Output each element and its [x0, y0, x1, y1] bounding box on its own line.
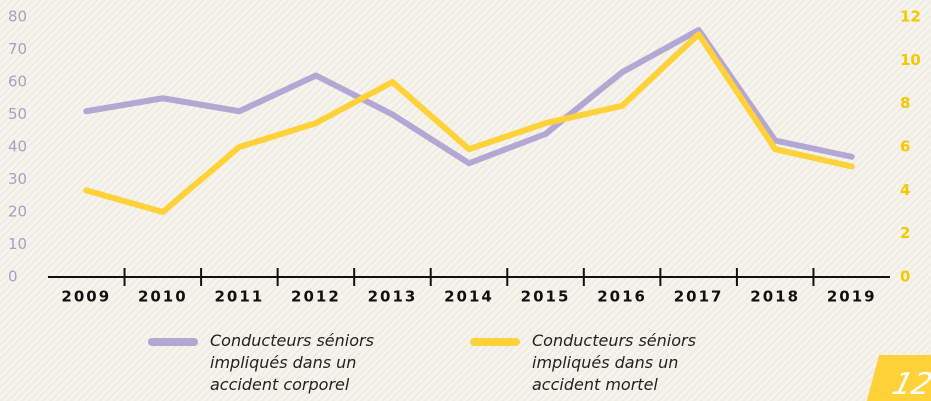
x-tick-label: 2010 — [138, 288, 188, 306]
y-tick-label: 30 — [8, 170, 27, 188]
x-tick-label: 2016 — [597, 288, 647, 306]
y-tick-label: 40 — [8, 138, 27, 156]
series-line — [83, 27, 855, 167]
y-tick-label: 0 — [8, 268, 18, 286]
y-tick-label: 10 — [8, 235, 27, 253]
legend-swatch — [148, 338, 198, 346]
legend-item: Conducteurs séniors impliqués dans un ac… — [148, 330, 420, 396]
y-tick-label: 50 — [8, 105, 27, 123]
y-tick-label: 60 — [8, 73, 27, 91]
legend-label: Conducteurs séniors impliqués dans un ac… — [532, 331, 696, 394]
x-tick-label: 2011 — [214, 288, 264, 306]
x-tick-label: 2019 — [827, 288, 877, 306]
x-tick-label: 2014 — [444, 288, 494, 306]
y-tick-label: 80 — [8, 8, 27, 26]
y2-tick-label: 2 — [900, 224, 910, 242]
y2-tick-label: 8 — [900, 94, 910, 112]
y-tick-label: 70 — [8, 40, 27, 58]
x-tick-label: 2009 — [61, 288, 111, 306]
y-tick-label: 20 — [8, 203, 27, 221]
y2-tick-label: 0 — [900, 268, 910, 286]
x-tick-label: 2012 — [291, 288, 341, 306]
legend-label: Conducteurs séniors impliqués dans un ac… — [210, 331, 374, 394]
x-tick-label: 2015 — [521, 288, 571, 306]
series-line — [83, 31, 855, 215]
y2-tick-label: 6 — [900, 138, 910, 156]
x-tick-label: 2013 — [368, 288, 418, 306]
y2-tick-label: 10 — [900, 51, 921, 69]
x-tick-label: 2018 — [750, 288, 800, 306]
y2-tick-label: 4 — [900, 181, 910, 199]
legend-swatch — [470, 338, 520, 346]
y2-tick-label: 12 — [900, 8, 921, 26]
x-tick-label: 2017 — [674, 288, 724, 306]
legend-item: Conducteurs séniors impliqués dans un ac… — [470, 330, 742, 396]
